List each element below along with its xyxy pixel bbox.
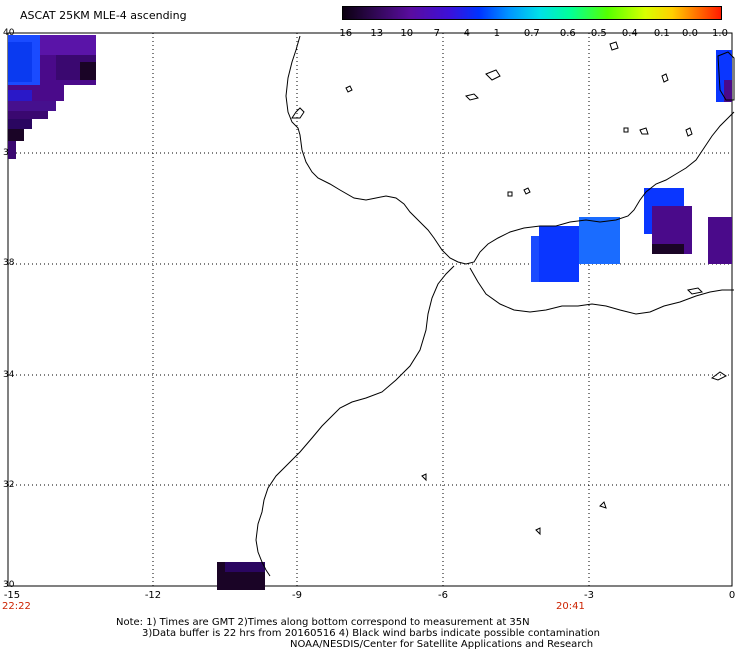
lat-label: 38 <box>3 258 15 268</box>
lat-label: 32 <box>3 480 15 490</box>
wind-data-cells-alboran <box>531 50 732 282</box>
note-line-2: 3)Data buffer is 22 hrs from 20160516 4)… <box>142 628 600 639</box>
wind-data-cells-northwest <box>8 35 96 159</box>
colorbar <box>342 6 722 20</box>
plot-frame <box>7 32 733 587</box>
wind-data-cells-south <box>217 562 265 590</box>
lat-label: 34 <box>3 370 15 380</box>
lat-label: 40 <box>3 28 15 38</box>
note-line-1: Note: 1) Times are GMT 2)Times along bot… <box>116 617 530 628</box>
lon-label: 0 <box>728 590 736 601</box>
map-title: ASCAT 25KM MLE-4 ascending <box>20 9 187 22</box>
lon-label: -3 <box>584 590 594 601</box>
colorbar-gradient <box>342 6 722 20</box>
lon-label: -15 <box>3 590 21 601</box>
grid-lines <box>8 33 732 586</box>
lon-label: -9 <box>292 590 302 601</box>
note-line-3: NOAA/NESDIS/Center for Satellite Applica… <box>290 639 594 650</box>
lon-label: -12 <box>144 590 162 601</box>
lat-label-partial: 3 <box>3 148 9 158</box>
coastline <box>255 35 735 577</box>
time-label-left: 22:22 <box>2 601 31 612</box>
time-label-right: 20:41 <box>556 601 585 612</box>
lon-label: -6 <box>438 590 448 601</box>
lat-label: 30 <box>3 580 15 590</box>
